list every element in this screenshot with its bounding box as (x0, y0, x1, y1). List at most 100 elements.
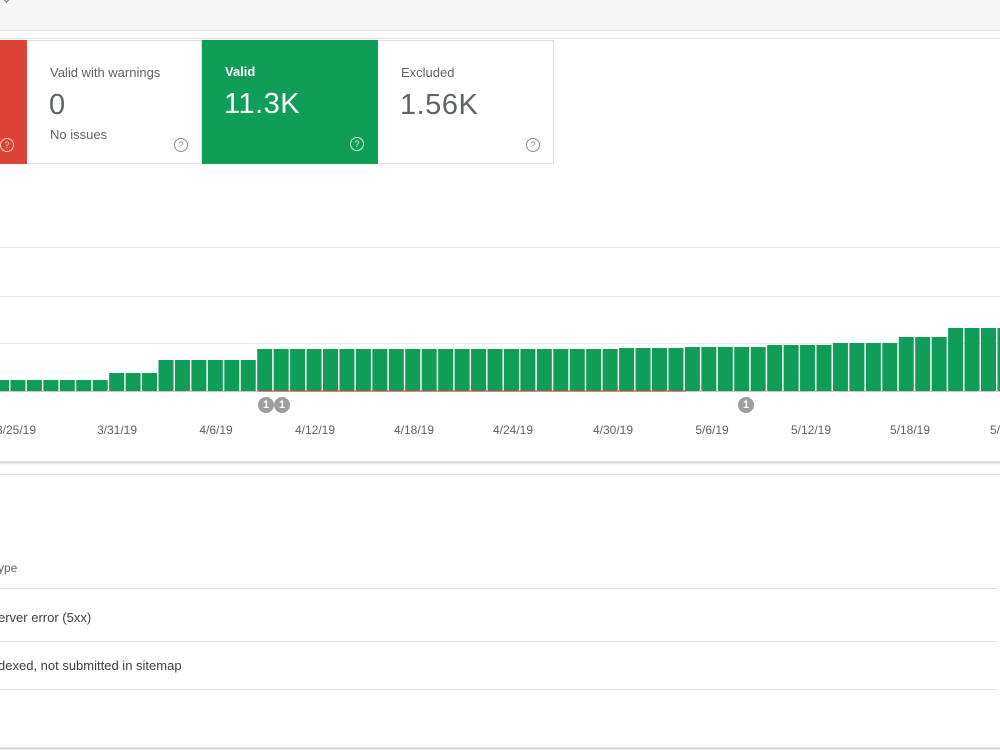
chart-bar[interactable] (997, 328, 1000, 391)
chart-bar[interactable] (10, 380, 26, 391)
chart-bar[interactable] (816, 345, 832, 391)
help-icon[interactable]: ? (350, 137, 364, 151)
error-tile[interactable]: ? (0, 40, 27, 164)
tile-label: Excluded (401, 65, 455, 80)
chart-bar[interactable] (207, 360, 223, 391)
chart-bar[interactable] (849, 343, 865, 391)
top-bar (0, 0, 1000, 31)
chart-bar[interactable] (290, 349, 306, 391)
help-icon[interactable]: ? (526, 138, 540, 152)
chart-bar[interactable] (569, 349, 585, 391)
chart-bar[interactable] (224, 360, 240, 391)
chart-bar[interactable] (438, 349, 454, 391)
chart-bar[interactable] (619, 348, 635, 391)
chart-bar[interactable] (536, 349, 552, 391)
row-label: dexed, not submitted in sitemap (0, 658, 182, 673)
chart-bar[interactable] (421, 349, 437, 391)
table-row[interactable]: dexed, not submitted in sitemap (0, 642, 998, 690)
chart-bar[interactable] (142, 373, 158, 391)
x-tick-label: 5/6/19 (695, 423, 729, 437)
chart-bar[interactable] (750, 347, 766, 391)
chart-bar[interactable] (701, 347, 717, 391)
chart-bar[interactable] (915, 337, 931, 391)
chart-bar[interactable] (191, 360, 207, 391)
chart-bar[interactable] (0, 380, 9, 391)
table-header-row: ype (0, 541, 998, 589)
chart-bar[interactable] (865, 343, 881, 391)
chart-bar[interactable] (323, 349, 338, 391)
excluded-tile[interactable]: Excluded 1.56K ? (378, 40, 554, 164)
table-row[interactable]: erver error (5xx) (0, 594, 998, 642)
x-tick-label: 5/ (989, 423, 1000, 437)
chart-bar[interactable] (553, 349, 569, 391)
chart-bar[interactable] (717, 347, 733, 391)
x-tick-label: 5/12/19 (790, 423, 832, 437)
valid-with-warnings-tile[interactable]: Valid with warnings 0 No issues ? (27, 40, 202, 164)
row-label: erver error (5xx) (0, 610, 92, 625)
gridline (0, 296, 1000, 297)
x-tick-label: 4/24/19 (492, 423, 534, 437)
chart-bar[interactable] (635, 348, 651, 391)
chart-bar[interactable] (948, 328, 964, 391)
chart-bar[interactable] (668, 348, 684, 391)
chart-bar[interactable] (273, 349, 289, 391)
chart-bar[interactable] (92, 380, 108, 391)
x-tick-label: 4/12/19 (294, 423, 336, 437)
x-tick-label: 5/18/19 (889, 423, 931, 437)
column-header-type[interactable]: ype (0, 561, 18, 575)
chart-bar[interactable] (405, 349, 421, 391)
x-tick-label: 3/25/19 (0, 423, 37, 437)
chart-bar[interactable] (372, 349, 388, 391)
help-icon[interactable]: ? (0, 138, 14, 152)
chart-bar[interactable] (602, 349, 618, 391)
x-tick-label: 4/30/19 (592, 423, 634, 437)
tile-value: 1.56K (400, 89, 479, 121)
details-table: ype erver error (5xx) dexed, not submitt… (0, 474, 1000, 748)
chart-bar[interactable] (586, 349, 602, 391)
chart-bar[interactable] (454, 349, 470, 391)
chart-bar[interactable] (767, 345, 783, 391)
annotation-marker[interactable]: 1 (258, 397, 274, 413)
chart-bar[interactable] (832, 343, 848, 391)
chart-bar[interactable] (355, 349, 371, 391)
help-icon[interactable]: ? (174, 138, 188, 152)
chart-bar[interactable] (240, 360, 256, 391)
chart-bar[interactable] (471, 349, 487, 391)
tile-value: 0 (49, 89, 66, 121)
chart-bar[interactable] (503, 349, 519, 391)
chart-bar[interactable] (125, 373, 141, 391)
chart-bar[interactable] (339, 349, 355, 391)
chart-bar[interactable] (388, 349, 404, 391)
tile-subtext: No issues (50, 127, 108, 142)
chart-bar[interactable] (43, 380, 59, 391)
annotation-marker[interactable]: 1 (738, 397, 754, 413)
chart-bar[interactable] (981, 328, 996, 391)
chart-bar[interactable] (487, 349, 503, 391)
chart-bar[interactable] (158, 360, 174, 391)
chart-bar[interactable] (520, 349, 536, 391)
chart-bar[interactable] (800, 345, 816, 391)
chart-bar[interactable] (684, 347, 700, 391)
chart-bar[interactable] (109, 373, 125, 391)
gridline (0, 343, 1000, 344)
chart-bar[interactable] (931, 337, 947, 391)
chart-bar[interactable] (306, 349, 322, 391)
coverage-bar-chart (0, 328, 1000, 392)
gridline (0, 247, 1000, 248)
chart-bar[interactable] (257, 349, 273, 391)
chart-bar[interactable] (59, 380, 75, 391)
chart-bar[interactable] (652, 348, 667, 391)
chart-bar[interactable] (734, 347, 750, 391)
chart-bar[interactable] (964, 328, 980, 391)
x-tick-label: 4/18/19 (393, 423, 435, 437)
chart-bar[interactable] (174, 360, 190, 391)
valid-tile[interactable]: Valid 11.3K ? (202, 40, 378, 164)
chart-bar[interactable] (26, 380, 42, 391)
tile-label: Valid with warnings (50, 65, 161, 80)
chart-bar[interactable] (76, 380, 92, 391)
chart-bar[interactable] (882, 343, 898, 391)
chart-bar[interactable] (898, 337, 914, 391)
chart-bar[interactable] (783, 345, 799, 391)
annotation-marker[interactable]: 1 (274, 397, 290, 413)
x-tick-label: 4/6/19 (199, 423, 233, 437)
